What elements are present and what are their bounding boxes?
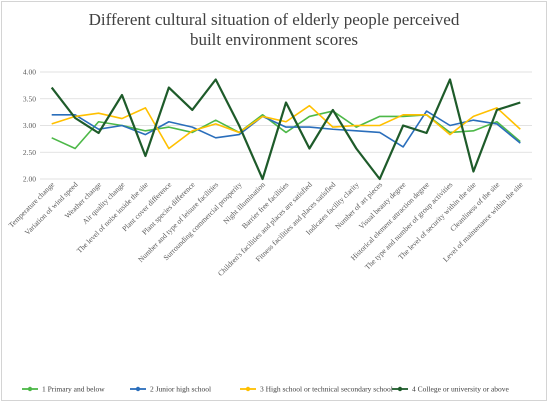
legend: 1 Primary and below 2 Junior high school 3… xyxy=(22,385,510,394)
gridlines xyxy=(40,71,532,180)
legend-label: 2 Junior high school xyxy=(150,385,211,394)
legend-label: 4 College or university or above xyxy=(412,385,510,394)
legend-marker xyxy=(27,386,33,392)
legend-marker xyxy=(397,386,403,392)
y-tick-label: 2.00 xyxy=(23,175,36,184)
series-line xyxy=(51,110,521,148)
y-tick-label: 3.50 xyxy=(23,94,36,103)
legend-marker xyxy=(245,386,251,392)
legend-label: 1 Primary and below xyxy=(42,385,105,394)
legend-item: 2 Junior high school xyxy=(130,385,211,394)
y-tick-label: 3.00 xyxy=(23,121,36,130)
legend-item: 3 High school or technical secondary sch… xyxy=(240,385,393,394)
series-line xyxy=(51,110,521,150)
series-layer xyxy=(50,78,521,181)
series-4 xyxy=(50,78,521,181)
chart-title: Different cultural situation of elderly … xyxy=(88,10,460,49)
y-tick-label: 4.00 xyxy=(23,68,36,77)
series-line xyxy=(50,78,521,181)
legend-label: 3 High school or technical secondary sch… xyxy=(260,385,393,394)
series-2 xyxy=(51,110,521,148)
series-1 xyxy=(51,110,521,150)
legend-item: 4 College or university or above xyxy=(392,385,510,394)
legend-marker xyxy=(135,386,141,392)
y-tick-label: 2.50 xyxy=(23,148,36,157)
y-axis-ticks: 2.00 2.50 3.00 3.50 4.00 xyxy=(23,68,36,184)
legend-item: 1 Primary and below xyxy=(22,385,105,394)
